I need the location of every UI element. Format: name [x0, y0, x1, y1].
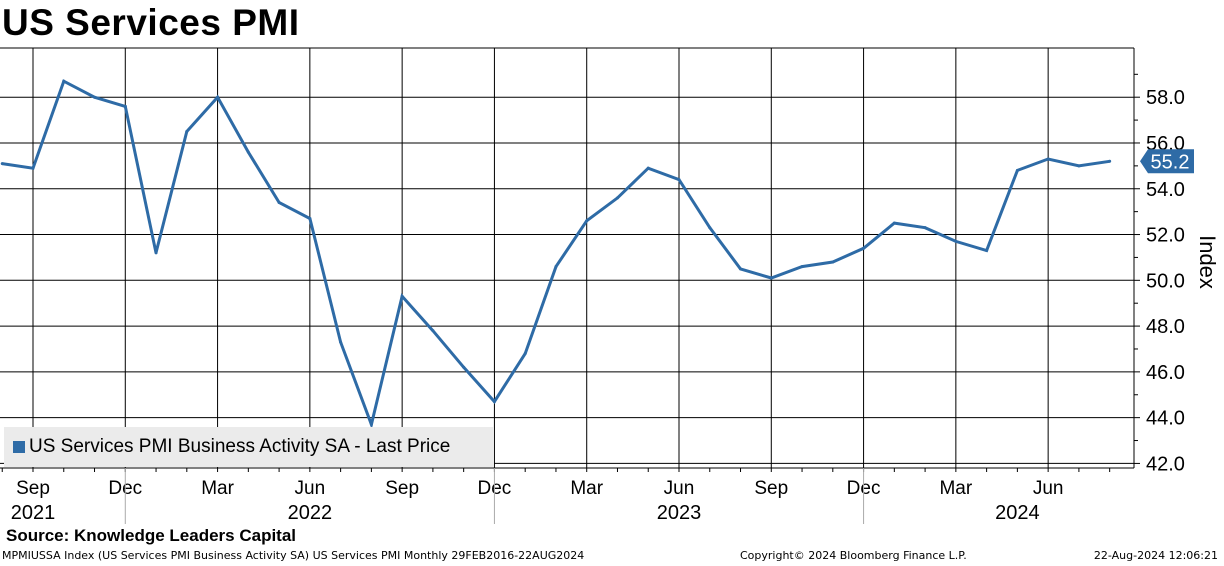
y-tick-label: 58.0	[1146, 87, 1185, 109]
y-axis-title: Index	[1195, 235, 1220, 289]
data-point	[585, 219, 589, 223]
last-value-tag	[1140, 149, 1194, 174]
x-tick-label: Jun	[664, 478, 695, 499]
data-point	[769, 276, 773, 280]
x-year-label: 2021	[11, 502, 56, 524]
chart-title: US Services PMI	[2, 2, 300, 43]
data-point	[216, 95, 220, 99]
footer-copyright: Copyright© 2024 Bloomberg Finance L.P.	[740, 549, 967, 562]
data-point	[462, 365, 466, 369]
x-tick-label: Mar	[939, 478, 972, 499]
data-point	[1077, 164, 1081, 168]
x-year-label: 2022	[288, 502, 333, 524]
data-point	[123, 104, 127, 108]
series-line	[1, 79, 1110, 430]
y-tick-label: 52.0	[1146, 225, 1185, 247]
x-tick-label: Jun	[1033, 478, 1064, 499]
x-year-label: 2023	[657, 502, 702, 524]
x-tick-label: Mar	[570, 478, 603, 499]
data-point	[708, 226, 712, 230]
data-point	[246, 150, 250, 154]
data-point	[185, 130, 189, 134]
x-tick-label: Mar	[201, 478, 234, 499]
data-point	[615, 196, 619, 200]
data-point	[431, 329, 435, 333]
data-point	[1015, 168, 1019, 172]
footer-timestamp: 22-Aug-2024 12:06:21	[1093, 549, 1218, 562]
x-tick-label: Jun	[295, 478, 326, 499]
y-tick-label: 42.0	[1146, 453, 1185, 475]
data-point	[154, 251, 158, 255]
data-point	[523, 352, 527, 356]
data-point	[739, 267, 743, 271]
data-point	[277, 200, 281, 204]
x-tick-label: Sep	[754, 478, 788, 499]
data-point	[1108, 159, 1112, 163]
source-note: Source: Knowledge Leaders Capital	[6, 526, 297, 545]
x-tick-label: Sep	[385, 478, 419, 499]
x-year-label: 2024	[995, 502, 1040, 524]
legend-label: US Services PMI Business Activity SA - L…	[29, 436, 451, 457]
legend-swatch	[13, 441, 25, 453]
y-tick-label: 48.0	[1146, 316, 1185, 338]
data-point	[93, 95, 97, 99]
data-point	[554, 265, 558, 269]
data-point	[646, 166, 650, 170]
data-point	[954, 239, 958, 243]
data-point	[62, 79, 66, 83]
data-point	[1046, 157, 1050, 161]
data-point	[339, 340, 343, 344]
data-point	[800, 265, 804, 269]
data-point	[862, 246, 866, 250]
data-point	[677, 178, 681, 182]
data-point	[831, 260, 835, 264]
y-tick-label: 50.0	[1146, 270, 1185, 292]
data-point	[308, 217, 312, 221]
data-point	[892, 221, 896, 225]
footer-description: MPMIUSSA Index (US Services PMI Business…	[2, 549, 585, 562]
y-tick-label: 44.0	[1146, 408, 1185, 430]
x-tick-label: Sep	[16, 478, 50, 499]
data-point	[492, 400, 496, 404]
y-tick-label: 46.0	[1146, 362, 1185, 384]
data-point	[985, 249, 989, 253]
data-point	[369, 423, 373, 427]
legend: US Services PMI Business Activity SA - L…	[4, 427, 494, 467]
data-point	[0, 162, 4, 166]
data-point	[923, 226, 927, 230]
y-tick-label: 54.0	[1146, 179, 1185, 201]
data-point	[400, 294, 404, 298]
data-point	[31, 166, 35, 170]
last-value-label: 55.2	[1151, 151, 1190, 173]
